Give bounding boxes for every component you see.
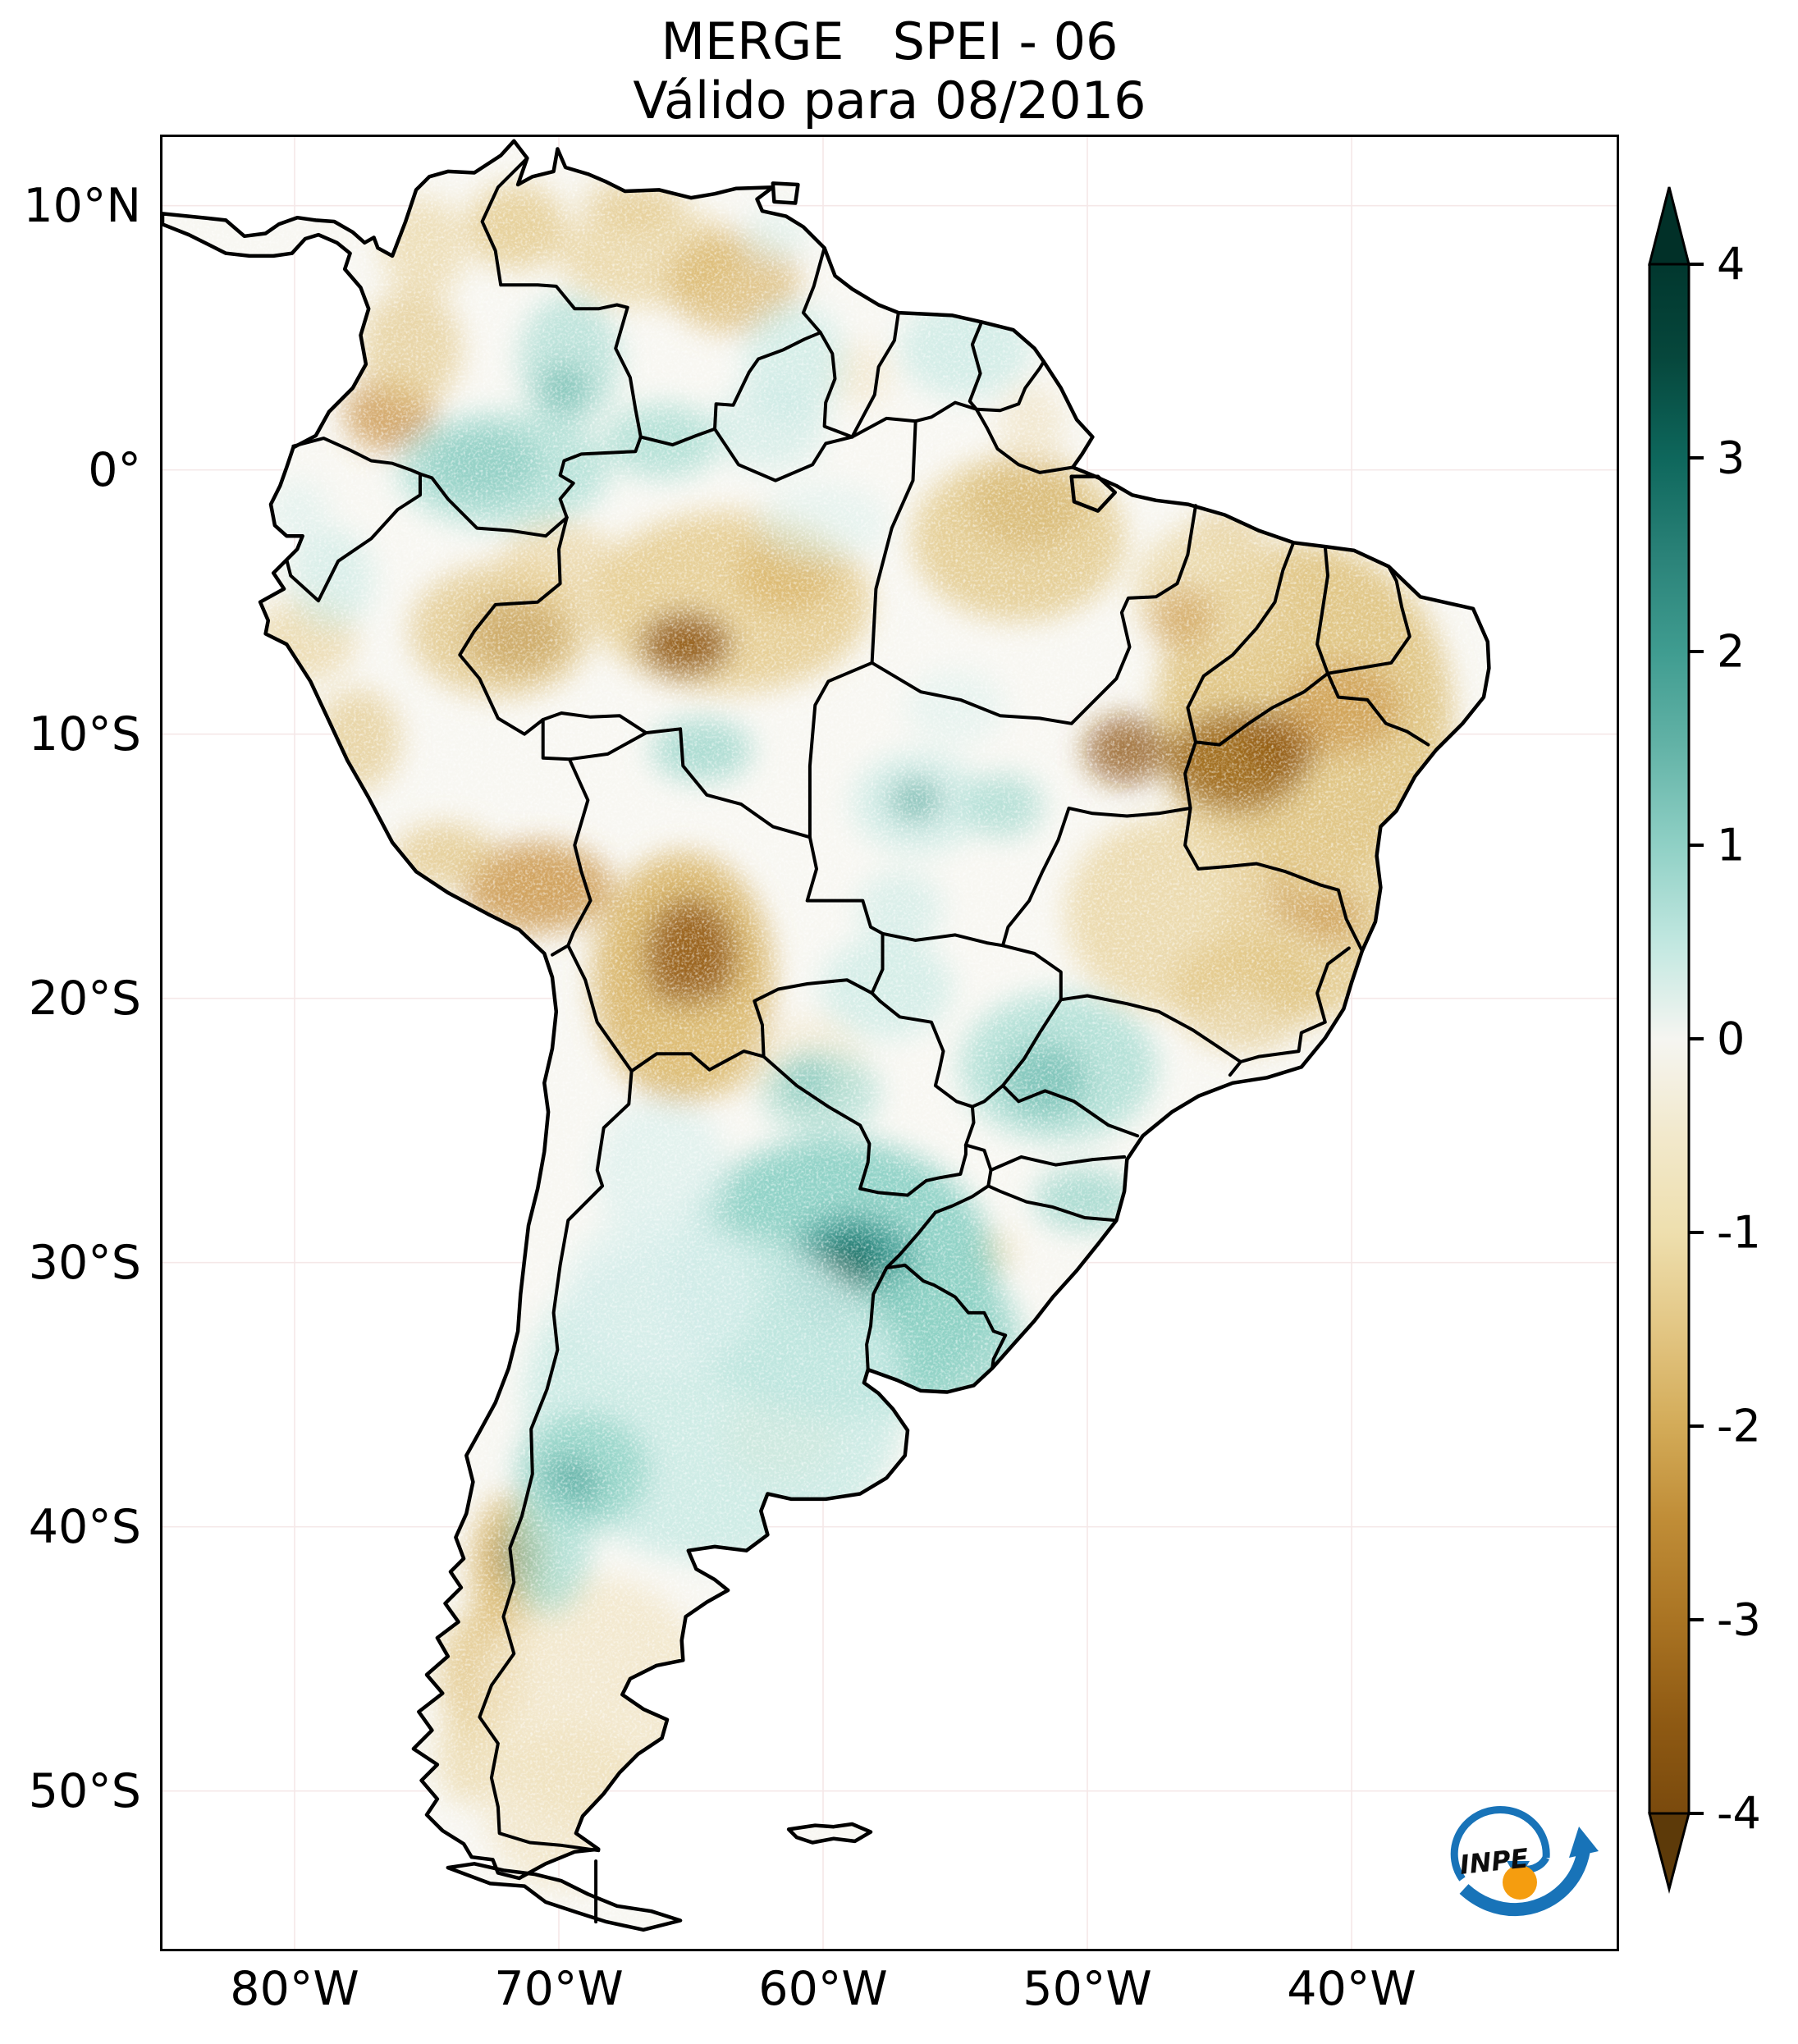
colorbar-tick-label: 4	[1717, 239, 1745, 290]
colorbar-tick-label: -3	[1717, 1594, 1761, 1646]
colorbar-tick-label: 3	[1717, 432, 1745, 484]
lon-tick-label: 70°W	[494, 1962, 624, 2016]
lon-tick-label: 60°W	[758, 1962, 888, 2016]
map-axes-frame	[160, 135, 1619, 1951]
lat-tick-label: 10°N	[23, 178, 141, 233]
inpe-logo: INPE	[1438, 1790, 1610, 1922]
inpe-logo-orange-dot	[1503, 1865, 1537, 1900]
colorbar-tick-label: -4	[1717, 1788, 1761, 1840]
lon-tick-label: 80°W	[230, 1962, 359, 2016]
colorbar-tick-label: 0	[1717, 1013, 1745, 1065]
lat-tick-label: 20°S	[28, 971, 141, 1026]
colorbar: 4 3 2 1 0 -1 -2 -3 -4	[1641, 156, 1798, 1937]
lat-tick-label: 40°S	[28, 1499, 141, 1554]
colorbar-tick-label: 2	[1717, 626, 1745, 678]
lat-tick-label: 30°S	[28, 1235, 141, 1290]
lat-tick-label: 10°S	[28, 706, 141, 761]
lon-tick-label: 40°W	[1287, 1962, 1416, 2016]
south-america-spei-map	[162, 137, 1617, 1949]
lat-tick-label: 50°S	[28, 1763, 141, 1818]
figure-title: MERGE SPEI - 06	[661, 11, 1119, 71]
figure-subtitle: Válido para 08/2016	[633, 71, 1146, 130]
inpe-logo-text: INPE	[1458, 1842, 1530, 1881]
colorbar-tick-label: -1	[1717, 1207, 1761, 1259]
inpe-logo-swirl-icon	[1450, 1805, 1599, 1917]
lat-tick-label: 0°	[88, 442, 141, 497]
colorbar-tick-label: -2	[1717, 1401, 1761, 1452]
lon-tick-label: 50°W	[1023, 1962, 1152, 2016]
colorbar-tick-label: 1	[1717, 820, 1745, 871]
